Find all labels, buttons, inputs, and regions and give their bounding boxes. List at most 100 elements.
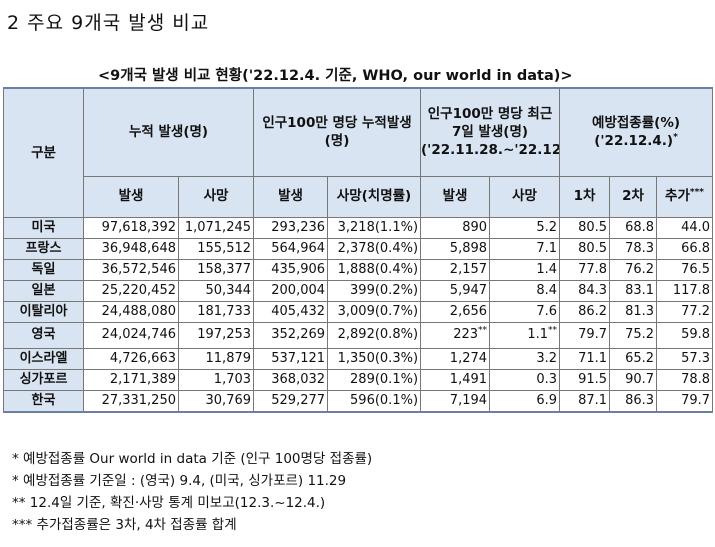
cell-week-cases-value: 5,947	[449, 282, 488, 298]
cell-booster: 78.8	[656, 368, 714, 391]
cell-week-cases-value: 7,194	[449, 392, 488, 408]
table-row: 한국 27,331,250 30,769 529,277 596(0.1%) 7,194 6…	[3, 389, 714, 413]
cell-pm-cases: 200,004	[253, 279, 329, 302]
cell-dose1-value: 80.5	[578, 240, 608, 256]
cell-dose2: 65.2	[609, 347, 658, 370]
cell-dose1: 91.5	[559, 368, 611, 391]
subheader-booster-label: 추가	[665, 188, 690, 205]
cell-booster-value: 44.0	[681, 219, 711, 235]
cell-pm-deaths-value: 3,009(0.7%)	[337, 303, 419, 319]
cell-booster-value: 76.5	[681, 261, 711, 277]
cell-booster-value: 117.8	[672, 282, 711, 298]
cell-pm-deaths: 1,350(0.3%)	[327, 347, 422, 370]
cell-pm-cases: 564,964	[253, 237, 329, 260]
cell-week-cases-value: 2,157	[449, 261, 488, 277]
cell-country-value: 이스라엘	[19, 350, 68, 366]
cell-week-deaths-value: 7.6	[536, 303, 558, 319]
cell-week-cases: 5,947	[420, 279, 491, 302]
cell-booster-value: 57.3	[681, 350, 711, 366]
cell-booster-value: 79.7	[681, 392, 711, 408]
cell-pm-deaths-value: 3,218(1.1%)	[337, 219, 419, 235]
cell-pm-cases-value: 293,236	[271, 219, 326, 235]
cell-week-cases-mark: **	[478, 325, 488, 336]
cell-week-cases-value: 890	[462, 219, 488, 235]
cell-country: 이탈리아	[3, 300, 84, 323]
cell-dose1: 86.2	[559, 300, 611, 323]
cell-dose2: 81.3	[609, 300, 658, 323]
cell-week-deaths: 1.4	[489, 258, 561, 281]
cell-week-deaths-value: 8.4	[536, 282, 558, 298]
cell-dose1: 87.1	[559, 389, 611, 413]
subheader-cases: 발생	[83, 175, 179, 218]
cell-pm-cases-value: 537,121	[271, 350, 326, 366]
cell-deaths: 197,253	[177, 321, 255, 349]
cell-week-cases: 5,898	[420, 237, 491, 260]
cell-cases-value: 24,488,080	[101, 303, 176, 319]
cell-country-value: 한국	[31, 392, 56, 408]
cell-week-deaths-value: 0.3	[536, 371, 558, 387]
cell-dose2-value: 76.2	[625, 261, 655, 277]
cell-pm-cases-value: 200,004	[271, 282, 326, 298]
cell-week-cases-value: 223	[453, 327, 479, 342]
header-vaccination-mark: *	[673, 132, 678, 143]
cell-booster-value: 77.2	[681, 303, 711, 319]
cell-dose2-value: 90.7	[625, 371, 655, 387]
cell-booster: 66.8	[656, 237, 714, 260]
cell-country: 미국	[3, 216, 84, 239]
cell-dose1: 71.1	[559, 347, 611, 370]
cell-cases-value: 24,024,746	[101, 327, 176, 342]
table-row: 일본 25,220,452 50,344 200,004 399(0.2%) 5,947 8…	[3, 279, 714, 302]
cell-pm-deaths-value: 2,378(0.4%)	[337, 240, 419, 256]
header-vaccination: 예방접종률(%) ('22.12.4.)*	[559, 87, 714, 177]
cell-country: 프랑스	[3, 237, 84, 260]
table-row: 영국 24,024,746 197,253 352,269 2,892(0.8%) 223…	[3, 321, 714, 349]
table-row: 독일 36,572,546 158,377 435,906 1,888(0.4%) 2,1…	[3, 258, 714, 281]
cell-deaths-value: 1,071,245	[184, 219, 252, 235]
cell-deaths: 11,879	[177, 347, 255, 370]
cell-deaths: 30,769	[177, 389, 255, 413]
table-row: 미국 97,618,392 1,071,245 293,236 3,218(1.1%) 8…	[3, 216, 714, 239]
cell-dose1-value: 91.5	[578, 371, 608, 387]
footnote: *** 추가접종률은 3차, 4차 접종률 합계	[12, 517, 237, 533]
cell-deaths-value: 197,253	[197, 327, 252, 342]
cell-week-deaths: 1.1**	[489, 321, 561, 349]
subheader-dose1: 1차	[559, 175, 611, 218]
subheader-deaths: 사망	[177, 175, 255, 218]
cell-dose1-value: 87.1	[578, 392, 608, 408]
cell-deaths-value: 11,879	[205, 350, 252, 366]
cell-cases-value: 97,618,392	[101, 219, 176, 235]
cell-dose1-value: 80.5	[578, 219, 608, 235]
cell-pm-cases-value: 405,432	[271, 303, 326, 319]
cell-cases: 2,171,389	[83, 368, 179, 391]
cell-dose2: 75.2	[609, 321, 658, 349]
cell-week-deaths: 7.1	[489, 237, 561, 260]
cell-cases-value: 25,220,452	[101, 282, 176, 298]
cell-booster: 59.8	[656, 321, 714, 349]
cell-week-cases: 1,491	[420, 368, 491, 391]
cell-dose2-value: 81.3	[625, 303, 655, 319]
cell-pm-deaths-value: 596(0.1%)	[350, 392, 419, 408]
cell-pm-cases: 529,277	[253, 389, 329, 413]
footnote: ** 12.4일 기준, 확진·사망 통계 미보고(12.3.~12.4.)	[12, 495, 326, 511]
cell-week-cases: 2,157	[420, 258, 491, 281]
cell-dose1: 80.5	[559, 237, 611, 260]
cell-week-deaths-value: 6.9	[536, 392, 558, 408]
header-cumulative: 누적 발생(명)	[82, 87, 255, 177]
table-row: 이스라엘 4,726,663 11,879 537,121 1,350(0.3%) 1,2…	[3, 347, 714, 370]
section-heading: 2 주요 9개국 발생 비교	[7, 12, 210, 34]
cell-pm-cases: 537,121	[253, 347, 329, 370]
cell-week-deaths-value: 5.2	[536, 219, 558, 235]
cell-week-cases: 223**	[420, 321, 491, 349]
cell-pm-cases-value: 435,906	[271, 261, 326, 277]
subheader-dose2: 2차	[609, 175, 658, 218]
cell-dose2-value: 83.1	[625, 282, 655, 298]
cell-pm-deaths-value: 2,892(0.8%)	[337, 327, 419, 342]
cell-week-cases-value: 1,274	[449, 350, 488, 366]
cell-dose1: 77.8	[559, 258, 611, 281]
cell-week-deaths: 8.4	[489, 279, 561, 302]
cell-pm-deaths: 596(0.1%)	[327, 389, 422, 413]
cell-week-deaths-mark: **	[548, 325, 558, 336]
footnote: * 예방접종률 기준일 : (영국) 9.4, (미국, 싱가포르) 11.29	[12, 473, 347, 489]
cell-week-cases: 7,194	[420, 389, 491, 413]
cell-dose1: 84.3	[559, 279, 611, 302]
